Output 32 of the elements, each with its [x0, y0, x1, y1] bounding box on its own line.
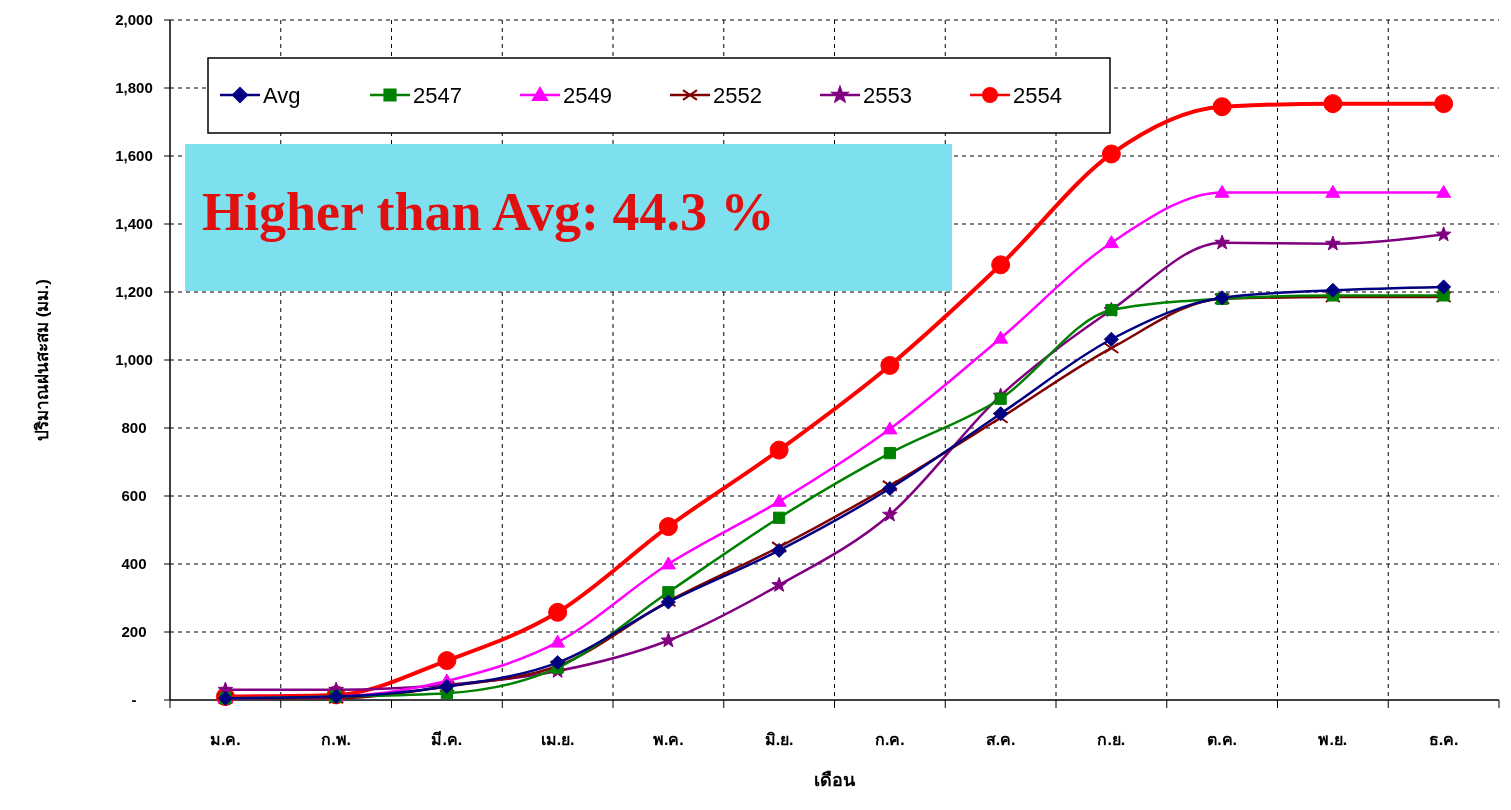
y-tick-label: 200: [121, 623, 147, 641]
x-tick-label: เม.ย.: [540, 731, 575, 748]
x-tick-label: พ.ค.: [652, 731, 684, 748]
x-tick-label: ก.ย.: [1097, 731, 1126, 748]
x-tick-label: ธ.ค.: [1428, 731, 1459, 748]
x-tick-label: ต.ค.: [1207, 731, 1238, 748]
annotation: Higher than Avg: 44.3 %: [202, 182, 775, 242]
x-tick-label: ก.ค.: [874, 731, 905, 748]
y-tick-label: 600: [121, 487, 147, 505]
legend-label: 2554: [1013, 82, 1062, 108]
legend-label: 2549: [563, 82, 612, 108]
y-tick-label: 800: [121, 419, 147, 437]
x-axis-title: เดือน: [814, 770, 856, 790]
y-tick-label: 1,400: [115, 215, 153, 233]
x-tick-label: ก.พ.: [321, 731, 352, 748]
y-tick-label: 2,000: [115, 11, 153, 29]
x-tick-label: มี.ค.: [431, 730, 463, 748]
legend-label: Avg: [263, 82, 301, 108]
x-tick-label: พ.ย.: [1318, 731, 1348, 748]
y-tick-label: -: [131, 691, 137, 709]
y-axis-title: ปริมาณฝนสะสม (มม.): [33, 279, 52, 441]
y-tick-label: 1,200: [115, 283, 153, 301]
x-tick-label: มิ.ย.: [764, 731, 794, 748]
y-tick-label: 400: [121, 555, 147, 573]
x-tick-label: ส.ค.: [985, 731, 1016, 748]
y-tick-label: 1,000: [115, 351, 153, 369]
y-tick-label: 1,600: [115, 147, 153, 165]
legend-label: 2553: [863, 82, 912, 108]
legend-label: 2547: [413, 82, 462, 108]
legend-label: 2552: [713, 82, 762, 108]
y-tick-label: 1,800: [115, 79, 153, 97]
x-tick-label: ม.ค.: [209, 731, 241, 748]
